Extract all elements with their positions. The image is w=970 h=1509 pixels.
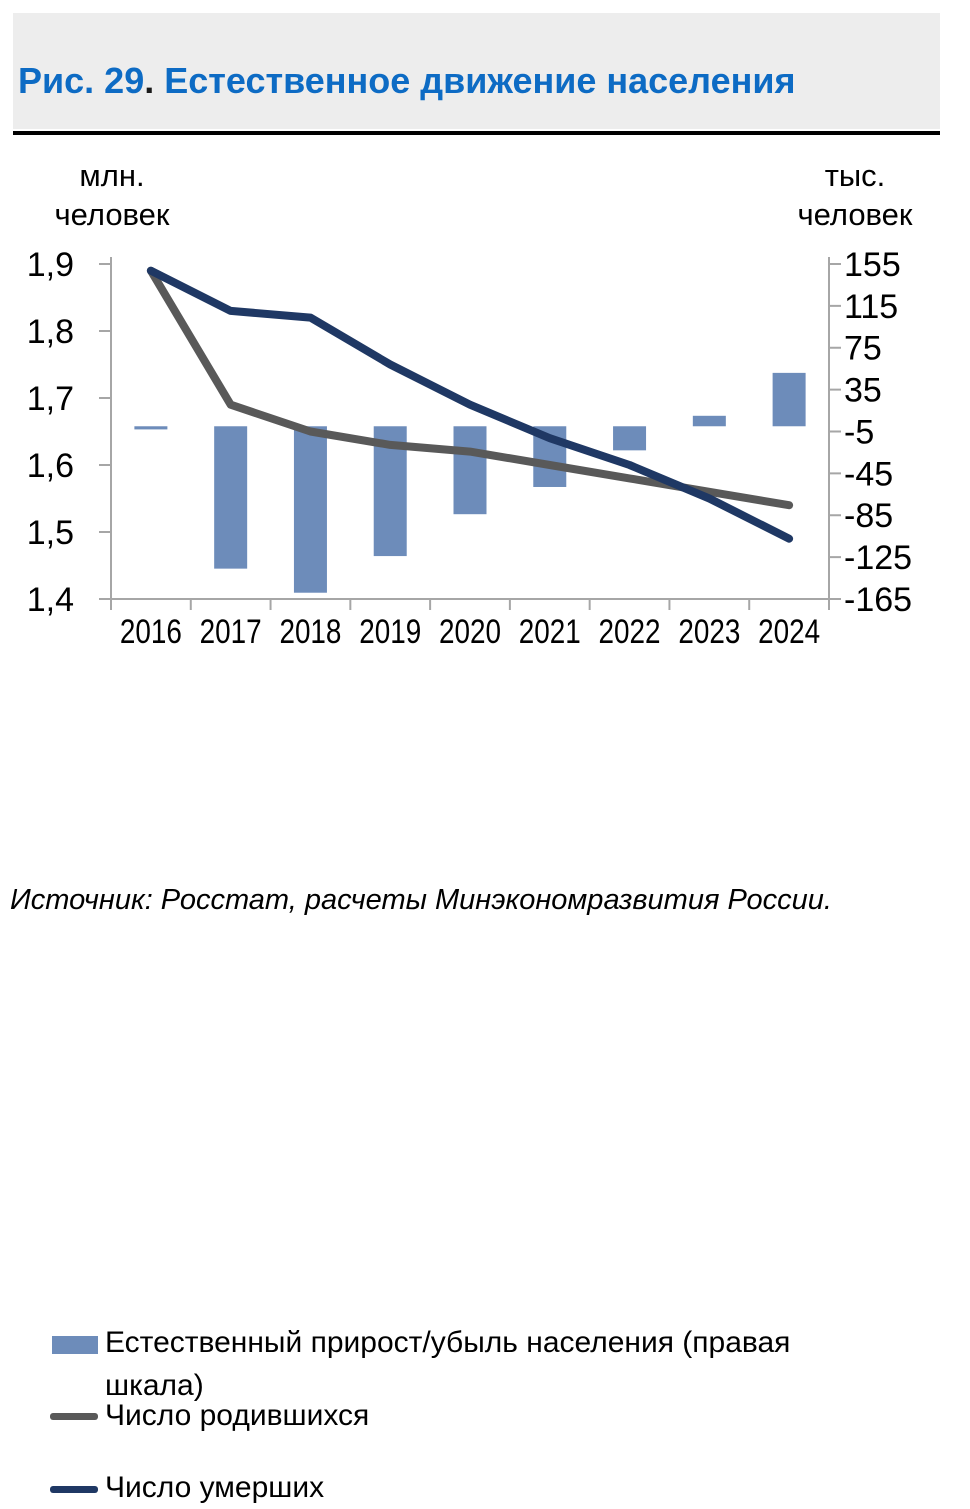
svg-text:2020: 2020 <box>439 613 501 651</box>
left-axis-unit-line1: млн. <box>79 158 145 193</box>
svg-text:1,8: 1,8 <box>27 313 74 351</box>
svg-text:2019: 2019 <box>359 613 421 651</box>
right-axis-unit-line1: тыс. <box>824 158 886 193</box>
chart-plot-area: 1,9 1,8 1,7 1,6 1,5 1,4 155 115 75 35-5 -45 -85 -125… <box>27 246 912 651</box>
svg-text:75: 75 <box>844 330 882 368</box>
legend-deaths-line-icon <box>50 1486 98 1493</box>
svg-text:2021: 2021 <box>519 613 581 651</box>
figure-number: Рис. 29 <box>18 60 145 101</box>
svg-text:-85: -85 <box>844 497 893 535</box>
figure-header-band <box>13 13 940 129</box>
right-axis-unit-line2: человек <box>797 197 913 232</box>
svg-text:2017: 2017 <box>200 613 262 651</box>
legend-label-births: Число родившихся <box>105 1399 370 1432</box>
svg-text:-165: -165 <box>844 581 912 619</box>
svg-text:115: 115 <box>844 288 898 326</box>
legend-bar-swatch-icon <box>52 1336 98 1354</box>
svg-text:2024: 2024 <box>758 613 820 651</box>
svg-text:2023: 2023 <box>678 613 740 651</box>
svg-text:35: 35 <box>844 372 882 410</box>
source-note: Источник: Росстат, расчеты Минэкономразв… <box>10 884 832 916</box>
page-title: Рис. 29. Естественное движение населения <box>18 60 795 102</box>
svg-text:-45: -45 <box>844 455 893 493</box>
legend-label-deaths: Число умерших <box>105 1471 325 1504</box>
left-axis-unit-label: млн. человек <box>27 156 197 234</box>
svg-text:155: 155 <box>844 246 901 284</box>
svg-text:2016: 2016 <box>120 613 182 651</box>
left-axis-unit-line2: человек <box>54 197 170 232</box>
legend: Естественный прирост/убыль населения (пр… <box>0 660 970 1504</box>
svg-text:-125: -125 <box>844 539 912 577</box>
title-separator: . <box>144 60 165 101</box>
svg-text:1,6: 1,6 <box>27 447 74 485</box>
header-divider <box>13 131 940 135</box>
legend-births-line-icon <box>50 1413 98 1420</box>
svg-text:1,5: 1,5 <box>27 514 74 552</box>
figure-title-text: Естественное движение населения <box>164 60 796 101</box>
svg-text:1,7: 1,7 <box>27 380 74 418</box>
right-axis-unit-label: тыс. человек <box>770 156 940 234</box>
svg-text:-5: -5 <box>844 413 874 451</box>
svg-text:2022: 2022 <box>599 613 661 651</box>
svg-text:2018: 2018 <box>279 613 341 651</box>
svg-text:1,9: 1,9 <box>27 246 74 284</box>
svg-text:1,4: 1,4 <box>27 581 74 619</box>
